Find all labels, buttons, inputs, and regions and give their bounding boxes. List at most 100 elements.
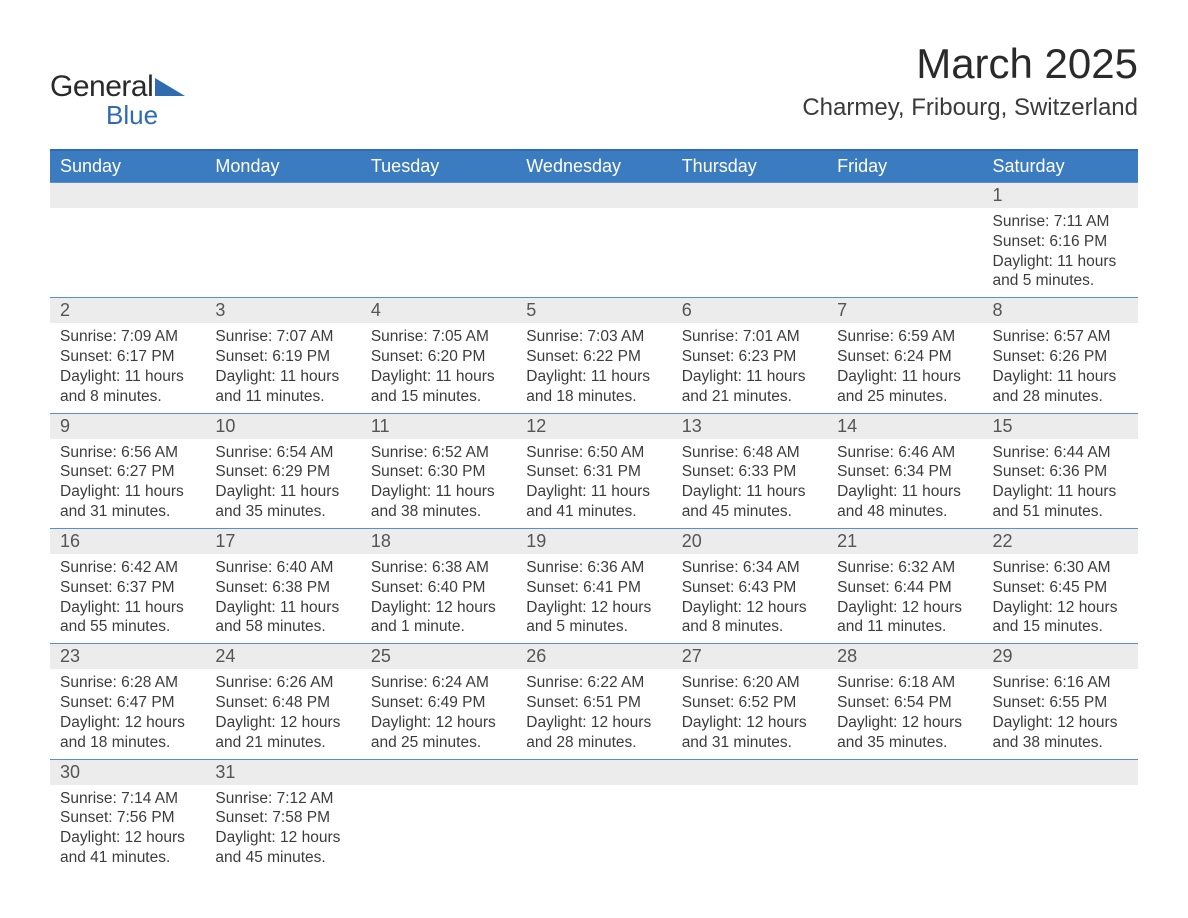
day-sunrise: Sunrise: 6:59 AM — [837, 327, 972, 347]
week-body-row: Sunrise: 6:28 AMSunset: 6:47 PMDaylight:… — [50, 669, 1138, 758]
day-dl1: Daylight: 12 hours — [993, 713, 1128, 733]
day-number: 13 — [672, 414, 827, 439]
day-dl2: and 31 minutes. — [682, 733, 817, 753]
day-dl1: Daylight: 11 hours — [837, 367, 972, 387]
day-dl1: Daylight: 12 hours — [60, 713, 195, 733]
day-cell: Sunrise: 7:14 AMSunset: 7:56 PMDaylight:… — [50, 785, 205, 874]
week-body-row: Sunrise: 6:42 AMSunset: 6:37 PMDaylight:… — [50, 554, 1138, 643]
day-header-row: SundayMondayTuesdayWednesdayThursdayFrid… — [50, 151, 1138, 182]
calendar-week: 23242526272829Sunrise: 6:28 AMSunset: 6:… — [50, 643, 1138, 758]
day-header: Saturday — [983, 151, 1138, 182]
day-sunset: Sunset: 6:41 PM — [526, 578, 661, 598]
day-dl2: and 5 minutes. — [526, 617, 661, 637]
day-sunrise: Sunrise: 6:32 AM — [837, 558, 972, 578]
day-cell: Sunrise: 6:57 AMSunset: 6:26 PMDaylight:… — [983, 323, 1138, 412]
day-sunset: Sunset: 6:52 PM — [682, 693, 817, 713]
day-number: 20 — [672, 529, 827, 554]
day-number — [516, 760, 671, 785]
day-sunset: Sunset: 6:34 PM — [837, 462, 972, 482]
day-cell — [827, 208, 982, 297]
day-dl2: and 38 minutes. — [371, 502, 506, 522]
day-dl2: and 15 minutes. — [371, 387, 506, 407]
day-dl2: and 41 minutes. — [60, 848, 195, 868]
day-dl2: and 25 minutes. — [837, 387, 972, 407]
day-sunrise: Sunrise: 7:14 AM — [60, 789, 195, 809]
day-cell: Sunrise: 6:32 AMSunset: 6:44 PMDaylight:… — [827, 554, 982, 643]
day-number: 26 — [516, 644, 671, 669]
day-number: 14 — [827, 414, 982, 439]
day-number: 12 — [516, 414, 671, 439]
day-dl1: Daylight: 11 hours — [526, 367, 661, 387]
day-sunrise: Sunrise: 6:44 AM — [993, 443, 1128, 463]
day-dl1: Daylight: 12 hours — [526, 598, 661, 618]
day-cell: Sunrise: 6:38 AMSunset: 6:40 PMDaylight:… — [361, 554, 516, 643]
day-sunset: Sunset: 6:36 PM — [993, 462, 1128, 482]
day-dl1: Daylight: 12 hours — [215, 828, 350, 848]
day-number — [827, 760, 982, 785]
day-sunset: Sunset: 6:22 PM — [526, 347, 661, 367]
title-block: March 2025 Charmey, Fribourg, Switzerlan… — [802, 40, 1138, 122]
day-dl1: Daylight: 11 hours — [60, 367, 195, 387]
day-dl2: and 31 minutes. — [60, 502, 195, 522]
day-cell: Sunrise: 6:36 AMSunset: 6:41 PMDaylight:… — [516, 554, 671, 643]
day-number: 28 — [827, 644, 982, 669]
day-sunrise: Sunrise: 7:12 AM — [215, 789, 350, 809]
day-number: 4 — [361, 298, 516, 323]
day-cell — [205, 208, 360, 297]
day-number — [827, 183, 982, 208]
day-cell: Sunrise: 6:59 AMSunset: 6:24 PMDaylight:… — [827, 323, 982, 412]
day-cell: Sunrise: 7:05 AMSunset: 6:20 PMDaylight:… — [361, 323, 516, 412]
week-body-row: Sunrise: 7:11 AMSunset: 6:16 PMDaylight:… — [50, 208, 1138, 297]
day-dl1: Daylight: 12 hours — [682, 598, 817, 618]
day-sunset: Sunset: 6:51 PM — [526, 693, 661, 713]
day-dl2: and 18 minutes. — [60, 733, 195, 753]
day-dl1: Daylight: 11 hours — [526, 482, 661, 502]
day-sunrise: Sunrise: 6:22 AM — [526, 673, 661, 693]
day-number: 31 — [205, 760, 360, 785]
day-sunset: Sunset: 6:24 PM — [837, 347, 972, 367]
day-number: 29 — [983, 644, 1138, 669]
day-dl1: Daylight: 12 hours — [215, 713, 350, 733]
day-sunset: Sunset: 6:26 PM — [993, 347, 1128, 367]
day-cell — [361, 785, 516, 874]
day-sunrise: Sunrise: 6:30 AM — [993, 558, 1128, 578]
day-number: 6 — [672, 298, 827, 323]
day-sunrise: Sunrise: 7:05 AM — [371, 327, 506, 347]
day-number: 16 — [50, 529, 205, 554]
day-sunrise: Sunrise: 6:38 AM — [371, 558, 506, 578]
day-dl2: and 21 minutes. — [215, 733, 350, 753]
day-sunset: Sunset: 6:48 PM — [215, 693, 350, 713]
day-cell: Sunrise: 6:22 AMSunset: 6:51 PMDaylight:… — [516, 669, 671, 758]
calendar-week: 1Sunrise: 7:11 AMSunset: 6:16 PMDaylight… — [50, 182, 1138, 297]
day-sunset: Sunset: 6:31 PM — [526, 462, 661, 482]
day-dl2: and 58 minutes. — [215, 617, 350, 637]
calendar-week: 9101112131415Sunrise: 6:56 AMSunset: 6:2… — [50, 413, 1138, 528]
day-dl1: Daylight: 12 hours — [682, 713, 817, 733]
day-sunset: Sunset: 6:23 PM — [682, 347, 817, 367]
day-cell: Sunrise: 6:40 AMSunset: 6:38 PMDaylight:… — [205, 554, 360, 643]
day-dl2: and 15 minutes. — [993, 617, 1128, 637]
day-number — [672, 760, 827, 785]
day-dl1: Daylight: 11 hours — [215, 598, 350, 618]
day-dl2: and 35 minutes. — [837, 733, 972, 753]
day-header: Tuesday — [361, 151, 516, 182]
day-sunrise: Sunrise: 6:36 AM — [526, 558, 661, 578]
day-cell: Sunrise: 7:03 AMSunset: 6:22 PMDaylight:… — [516, 323, 671, 412]
day-sunrise: Sunrise: 7:11 AM — [993, 212, 1128, 232]
day-number: 24 — [205, 644, 360, 669]
day-header: Sunday — [50, 151, 205, 182]
week-body-row: Sunrise: 6:56 AMSunset: 6:27 PMDaylight:… — [50, 439, 1138, 528]
day-cell: Sunrise: 6:50 AMSunset: 6:31 PMDaylight:… — [516, 439, 671, 528]
day-dl2: and 55 minutes. — [60, 617, 195, 637]
day-header: Wednesday — [516, 151, 671, 182]
day-dl2: and 45 minutes. — [215, 848, 350, 868]
day-cell: Sunrise: 6:30 AMSunset: 6:45 PMDaylight:… — [983, 554, 1138, 643]
day-sunset: Sunset: 7:58 PM — [215, 808, 350, 828]
day-header: Thursday — [672, 151, 827, 182]
day-sunrise: Sunrise: 6:18 AM — [837, 673, 972, 693]
day-sunrise: Sunrise: 6:46 AM — [837, 443, 972, 463]
logo-text-blue: Blue — [106, 100, 185, 131]
day-sunset: Sunset: 6:47 PM — [60, 693, 195, 713]
day-sunset: Sunset: 6:45 PM — [993, 578, 1128, 598]
day-sunset: Sunset: 6:43 PM — [682, 578, 817, 598]
